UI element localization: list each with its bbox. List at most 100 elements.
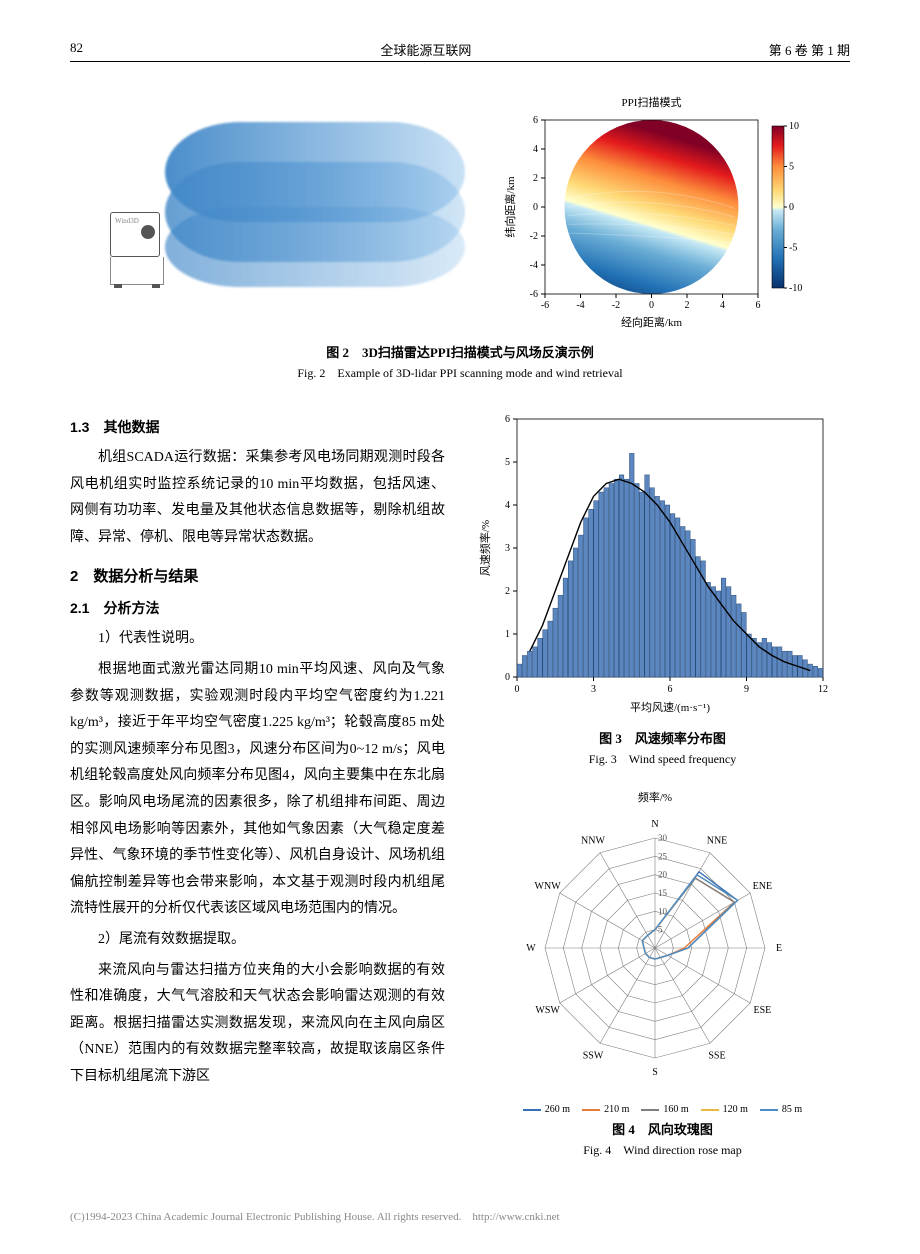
svg-text:NNW: NNW: [581, 836, 605, 847]
right-column: 0369120123456平均风速/(m·s⁻¹)风速频率/% 图 3 风速频率…: [475, 405, 850, 1158]
figure-2-caption: 图 2 3D扫描雷达PPI扫描模式与风场反演示例 Fig. 2 Example …: [70, 342, 850, 381]
legend-swatch: [641, 1109, 659, 1111]
para-2-1-a: 1）代表性说明。: [70, 626, 445, 653]
svg-text:平均风速/(m·s⁻¹): 平均风速/(m·s⁻¹): [630, 701, 710, 714]
svg-text:9: 9: [744, 684, 749, 695]
section-2-heading: 2 数据分析与结果: [70, 565, 445, 586]
issue-info: 第 6 卷 第 1 期: [769, 40, 850, 59]
svg-text:5: 5: [658, 925, 663, 935]
svg-text:6: 6: [756, 300, 761, 311]
journal-title: 全球能源互联网: [380, 40, 471, 59]
legend-item: 160 m: [641, 1104, 688, 1115]
left-column: 1.3 其他数据 机组SCADA运行数据：采集参考风电场同期观测时段各风电机组实…: [70, 405, 445, 1158]
svg-text:0: 0: [515, 684, 520, 695]
svg-text:-2: -2: [530, 231, 538, 242]
svg-text:W: W: [526, 943, 536, 954]
para-2-1-c: 2）尾流有效数据提取。: [70, 927, 445, 954]
svg-text:2: 2: [505, 586, 510, 597]
fig3-caption-en: Fig. 3 Wind speed frequency: [475, 750, 850, 767]
para-1-3: 机组SCADA运行数据：采集参考风电场同期观测时段各风电机组实时监控系统记录的1…: [70, 445, 445, 551]
ppi-chart: PPI扫描模式 -6 -4 -2 0 2 4 6 -6 -4 -2 0 2 4 6 经向距离/km 纬向距离/k…: [500, 92, 810, 332]
svg-text:-6: -6: [541, 300, 549, 311]
svg-text:4: 4: [533, 144, 538, 155]
wind-rose-chart: 频率/%51015202530NNNEENEEESESSESSSWWSWWWNW…: [475, 783, 835, 1093]
svg-text:15: 15: [658, 888, 668, 898]
legend-swatch: [582, 1109, 600, 1111]
svg-text:风速频率/%: 风速频率/%: [478, 520, 492, 576]
legend-label: 85 m: [782, 1104, 802, 1115]
svg-text:频率/%: 频率/%: [638, 790, 672, 804]
legend-swatch: [701, 1109, 719, 1111]
svg-text:WNW: WNW: [535, 881, 562, 892]
para-2-1-b: 根据地面式激光雷达同期10 min平均风速、风向及气象参数等观测数据，实验观测时…: [70, 657, 445, 923]
svg-text:N: N: [651, 819, 658, 830]
figure-4: 频率/%51015202530NNNEENEEESESSESSSWWSWWWNW…: [475, 783, 850, 1158]
legend-swatch: [760, 1109, 778, 1111]
lidar-device-icon: Wind3D: [110, 212, 170, 287]
figure-3: 0369120123456平均风速/(m·s⁻¹)风速频率/% 图 3 风速频率…: [475, 409, 850, 767]
fig2-caption-en: Fig. 2 Example of 3D-lidar PPI scanning …: [70, 364, 850, 381]
legend-label: 260 m: [545, 1104, 570, 1115]
svg-text:-5: -5: [789, 243, 797, 254]
page-footer: (C)1994-2023 China Academic Journal Elec…: [70, 1208, 850, 1224]
two-column-layout: 1.3 其他数据 机组SCADA运行数据：采集参考风电场同期观测时段各风电机组实…: [70, 405, 850, 1158]
lidar-scan-illustration: Wind3D: [110, 107, 470, 317]
fig2-caption-zh: 图 2 3D扫描雷达PPI扫描模式与风场反演示例: [70, 342, 850, 361]
svg-text:ENE: ENE: [753, 881, 772, 892]
svg-text:NNE: NNE: [707, 836, 728, 847]
para-2-1-d: 来流风向与雷达扫描方位夹角的大小会影响数据的有效性和准确度，大气气溶胶和天气状态…: [70, 958, 445, 1091]
svg-text:-2: -2: [612, 300, 620, 311]
svg-text:S: S: [652, 1067, 658, 1078]
svg-text:0: 0: [533, 202, 538, 213]
fig4-caption-zh: 图 4 风向玫瑰图: [475, 1119, 850, 1138]
svg-text:0: 0: [649, 300, 654, 311]
svg-text:-4: -4: [530, 260, 538, 271]
svg-text:4: 4: [720, 300, 725, 311]
page-number: 82: [70, 40, 83, 59]
svg-text:30: 30: [658, 833, 668, 843]
svg-text:SSW: SSW: [583, 1050, 604, 1061]
svg-text:0: 0: [789, 202, 794, 213]
svg-text:WSW: WSW: [535, 1005, 560, 1016]
section-1-3-heading: 1.3 其他数据: [70, 417, 445, 437]
svg-text:20: 20: [658, 870, 668, 880]
page-header: 82 全球能源互联网 第 6 卷 第 1 期: [70, 40, 850, 62]
svg-text:6: 6: [505, 414, 510, 425]
svg-text:1: 1: [505, 629, 510, 640]
svg-text:25: 25: [658, 851, 668, 861]
svg-text:12: 12: [818, 684, 828, 695]
legend-label: 160 m: [663, 1104, 688, 1115]
svg-text:-10: -10: [789, 283, 802, 294]
fig4-legend: 260 m 210 m 160 m 120 m 85 m: [475, 1104, 850, 1115]
legend-swatch: [523, 1109, 541, 1111]
svg-text:PPI扫描模式: PPI扫描模式: [622, 95, 682, 109]
fig3-caption-zh: 图 3 风速频率分布图: [475, 728, 850, 747]
legend-item: 85 m: [760, 1104, 802, 1115]
svg-text:5: 5: [789, 162, 794, 173]
svg-text:6: 6: [533, 115, 538, 126]
svg-text:纬向距离/km: 纬向距离/km: [503, 176, 517, 238]
wind-speed-histogram: 0369120123456平均风速/(m·s⁻¹)风速频率/%: [475, 409, 835, 719]
svg-text:6: 6: [668, 684, 673, 695]
legend-label: 210 m: [604, 1104, 629, 1115]
section-2-1-heading: 2.1 分析方法: [70, 598, 445, 618]
svg-text:-6: -6: [530, 289, 538, 300]
fig4-caption-en: Fig. 4 Wind direction rose map: [475, 1141, 850, 1158]
svg-text:2: 2: [685, 300, 690, 311]
svg-text:0: 0: [505, 672, 510, 683]
svg-text:3: 3: [591, 684, 596, 695]
svg-text:SSE: SSE: [708, 1050, 725, 1061]
svg-text:经向距离/km: 经向距离/km: [621, 315, 683, 329]
legend-item: 120 m: [701, 1104, 748, 1115]
svg-text:2: 2: [533, 173, 538, 184]
svg-text:10: 10: [789, 121, 799, 132]
figure-2: Wind3D PPI扫描模式 -6 -4 -2 0 2 4 6 -6 -4 -2 0 2 4 6 经向距离/k…: [70, 92, 850, 332]
svg-text:-4: -4: [576, 300, 584, 311]
legend-item: 260 m: [523, 1104, 570, 1115]
svg-text:ESE: ESE: [753, 1005, 771, 1016]
legend-item: 210 m: [582, 1104, 629, 1115]
svg-text:5: 5: [505, 457, 510, 468]
svg-text:3: 3: [505, 543, 510, 554]
legend-label: 120 m: [723, 1104, 748, 1115]
svg-text:E: E: [776, 943, 782, 954]
